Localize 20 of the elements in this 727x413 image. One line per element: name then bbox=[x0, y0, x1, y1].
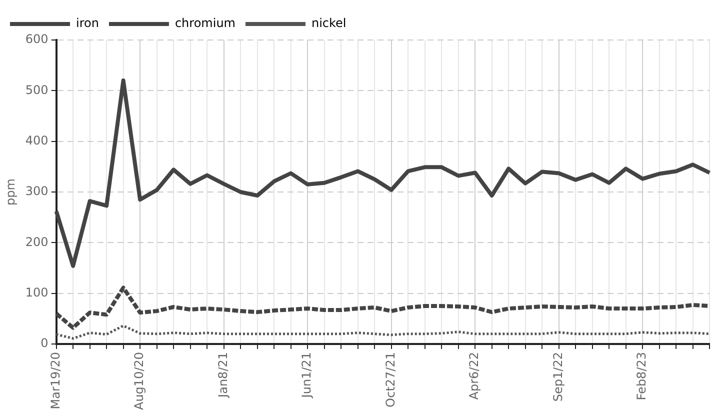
y-tick-label: 400 bbox=[25, 133, 48, 148]
y-tick-label: 0 bbox=[40, 336, 48, 350]
y-tick-label: 600 bbox=[25, 32, 48, 46]
y-tick-label: 300 bbox=[25, 184, 48, 198]
x-tick-label: Aug10/20 bbox=[132, 352, 146, 410]
legend-label: nickel bbox=[311, 16, 346, 30]
legend-label: iron bbox=[76, 16, 99, 30]
x-tick-label: Feb8/23 bbox=[634, 352, 649, 400]
y-axis-title: ppm bbox=[3, 178, 18, 206]
x-tick-label: Jan8/21 bbox=[216, 352, 230, 398]
x-tick-label: Mar19/20 bbox=[48, 352, 62, 410]
x-tick-label: Oct27/21 bbox=[383, 352, 398, 408]
line-series bbox=[55, 324, 711, 340]
x-tick-label: Sep1/22 bbox=[550, 352, 565, 402]
y-tick-label: 200 bbox=[25, 234, 48, 249]
x-tick-label: Jun1/21 bbox=[300, 352, 314, 399]
legend-label: chromium bbox=[174, 16, 236, 30]
y-tick-label: 500 bbox=[25, 82, 48, 97]
x-tick-label: Apr6/22 bbox=[467, 352, 482, 400]
y-tick-label: 100 bbox=[25, 285, 48, 300]
